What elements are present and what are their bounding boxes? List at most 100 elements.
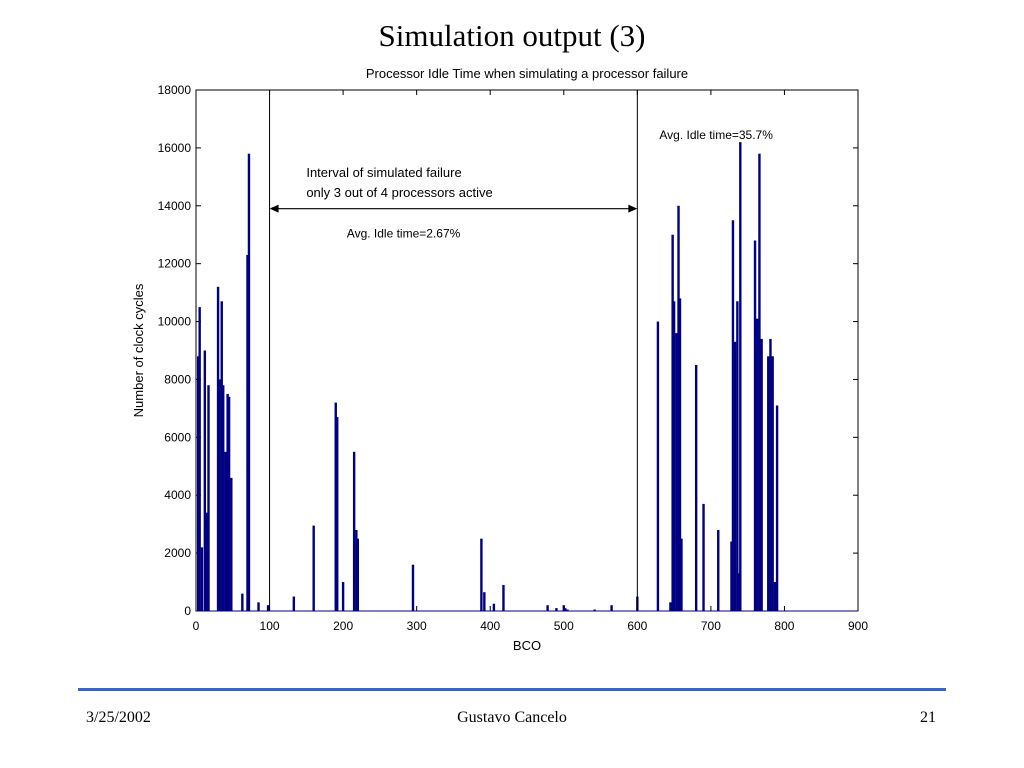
chart-annotation: Avg. Idle time=2.67% [347, 227, 461, 241]
bar [730, 541, 733, 611]
idle-time-chart: Processor Idle Time when simulating a pr… [131, 66, 868, 653]
bar [731, 220, 735, 611]
arrow-head-left [269, 204, 279, 213]
y-tick-label: 8000 [164, 372, 191, 386]
y-tick-label: 2000 [164, 546, 191, 560]
bar [492, 603, 496, 611]
y-tick-label: 10000 [158, 315, 192, 329]
bar [562, 605, 565, 611]
chart-annotation: Interval of simulated failure [306, 165, 461, 180]
bar [334, 402, 337, 611]
bar [226, 393, 229, 611]
y-tick-label: 16000 [158, 141, 192, 155]
bar [502, 584, 505, 611]
x-tick-label: 900 [848, 619, 868, 633]
bar [564, 608, 567, 611]
chart-title: Processor Idle Time when simulating a pr… [366, 66, 688, 81]
x-tick-label: 500 [554, 619, 574, 633]
bar [593, 609, 596, 611]
bar [769, 338, 772, 611]
bar [356, 538, 360, 611]
bar [230, 477, 233, 611]
bar [610, 605, 613, 611]
bar [739, 142, 742, 611]
bar [733, 341, 737, 611]
x-axis-label: BCO [513, 638, 541, 653]
bar [227, 396, 231, 611]
bar [257, 602, 260, 611]
bar [341, 582, 345, 611]
x-tick-label: 800 [774, 619, 794, 633]
bar [200, 547, 204, 611]
bar [702, 503, 705, 611]
bar [753, 240, 757, 611]
bar [207, 385, 210, 611]
bar [555, 608, 558, 611]
bar [771, 356, 774, 611]
bar [220, 301, 223, 611]
bar [218, 379, 221, 611]
bar [203, 350, 207, 611]
bar [767, 356, 770, 611]
x-tick-label: 200 [333, 619, 353, 633]
bar [198, 307, 201, 611]
bar [224, 451, 227, 611]
bar [566, 609, 569, 611]
bar [312, 525, 315, 611]
x-tick-label: 700 [701, 619, 721, 633]
bar [758, 153, 761, 611]
bar [736, 301, 739, 611]
bar [480, 538, 483, 611]
bar [197, 356, 200, 611]
x-tick-label: 300 [407, 619, 427, 633]
bar [355, 529, 358, 611]
bar [737, 573, 741, 611]
bar [669, 602, 672, 611]
y-tick-label: 4000 [164, 488, 191, 502]
footer-page-number: 21 [920, 709, 936, 726]
bar [717, 529, 720, 611]
y-tick-label: 0 [184, 604, 191, 618]
bar [246, 254, 249, 611]
bar [352, 451, 356, 611]
x-tick-label: 600 [627, 619, 647, 633]
slide-title: Simulation output (3) [378, 18, 646, 53]
footer-date: 3/25/2002 [86, 709, 151, 726]
bar [677, 205, 680, 611]
bar [266, 605, 270, 611]
bar [546, 605, 549, 611]
bar [671, 234, 674, 611]
footer-divider [78, 688, 946, 691]
bar [775, 405, 779, 611]
footer-author: Gustavo Cancelo [457, 709, 567, 726]
bar [675, 333, 678, 611]
bar [680, 538, 683, 611]
bar [694, 364, 698, 611]
x-tick-label: 0 [193, 619, 200, 633]
chart-annotation: Avg. Idle time=35.7% [659, 128, 773, 142]
bar [411, 564, 415, 611]
bar [760, 338, 763, 611]
x-tick-label: 400 [480, 619, 500, 633]
chart-annotation: only 3 out of 4 processors active [306, 185, 492, 200]
bar [672, 301, 676, 611]
bar [656, 321, 660, 611]
bar [336, 417, 339, 611]
y-axis-label: Number of clock cycles [131, 283, 146, 417]
bar [216, 286, 220, 611]
bar [205, 512, 209, 611]
bar [756, 318, 759, 611]
y-tick-label: 6000 [164, 430, 191, 444]
y-tick-label: 18000 [158, 83, 192, 97]
bar [222, 385, 225, 611]
x-tick-label: 100 [260, 619, 280, 633]
bar [483, 592, 486, 611]
y-tick-label: 12000 [158, 257, 192, 271]
bar [773, 582, 777, 611]
bar [247, 153, 251, 611]
plot-frame [195, 89, 859, 612]
bar [241, 593, 244, 611]
arrow-head-right [628, 204, 638, 213]
bar [292, 596, 296, 611]
bar [678, 298, 682, 611]
